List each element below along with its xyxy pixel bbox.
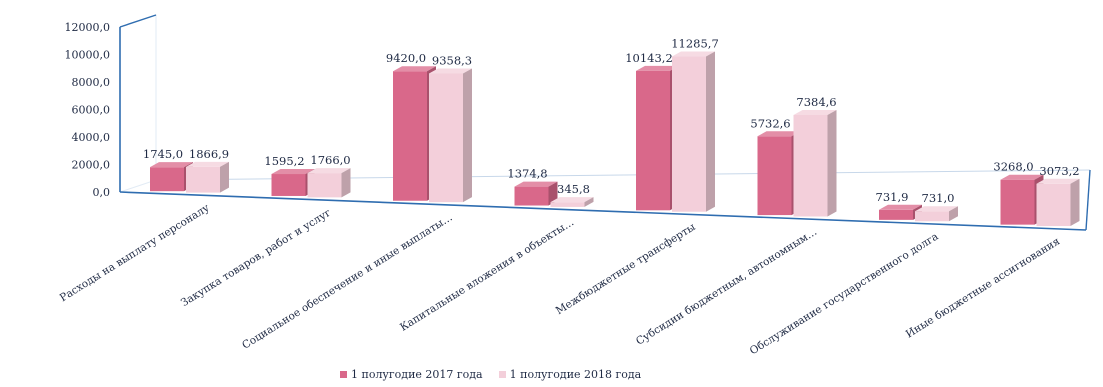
bar-side-2018-0 bbox=[220, 161, 229, 193]
data-label-2018-0: 1866,9 bbox=[189, 147, 229, 161]
data-label-2017-2: 9420,0 bbox=[386, 51, 426, 65]
bar-top-2017-7 bbox=[1000, 174, 1044, 180]
data-label-2017-3: 1374,8 bbox=[507, 167, 547, 181]
bar-2018-6 bbox=[915, 211, 949, 222]
bar-side-2018-4 bbox=[706, 51, 715, 212]
bar-top-2017-0 bbox=[150, 162, 193, 168]
y-tick-label: 10000,0 bbox=[65, 49, 111, 62]
bar-top-2017-6 bbox=[879, 204, 922, 210]
category-label: Социальное обеспечение и иные выплаты… bbox=[240, 211, 454, 351]
bar-top-2018-4 bbox=[672, 51, 715, 57]
data-label-2017-6: 731,9 bbox=[876, 190, 909, 204]
bar-chart-3d: 0,0 2000,0 4000,0 6000,0 8000,0 10000,0 12000,… bbox=[58, 14, 1091, 357]
data-label-2018-6: 731,0 bbox=[922, 191, 955, 205]
data-label-2018-1: 1766,0 bbox=[310, 153, 350, 167]
y-tick-label: 0,0 bbox=[93, 186, 111, 199]
bar-2018-3 bbox=[550, 202, 585, 207]
category-label: Закупка товаров, работ и услуг bbox=[179, 206, 333, 309]
bar-top-2018-3 bbox=[550, 197, 594, 203]
bar-side-2018-7 bbox=[1070, 178, 1080, 227]
bar-2018-0 bbox=[186, 166, 220, 193]
legend: 1 полугодие 2017 года 1 полугодие 2018 г… bbox=[340, 368, 641, 381]
bar-top-2017-5 bbox=[757, 131, 801, 137]
bar-2017-2 bbox=[393, 71, 427, 201]
bar-top-2017-1 bbox=[271, 169, 315, 175]
bar-top-2017-2 bbox=[393, 66, 436, 72]
data-label-2018-4: 11285,7 bbox=[671, 37, 719, 51]
bar-top-2018-7 bbox=[1036, 178, 1080, 184]
legend-item-2018: 1 полугодие 2018 года bbox=[498, 368, 642, 381]
data-label-2018-5: 7384,6 bbox=[796, 95, 836, 109]
bar-2017-0 bbox=[150, 167, 184, 192]
bar-side-2018-3 bbox=[584, 197, 594, 207]
category-label: Иные бюджетные ассигнования bbox=[904, 235, 1063, 340]
category-label: Межбюджетные трансферты bbox=[554, 221, 698, 317]
y-tick-label: 12000,0 bbox=[65, 21, 111, 34]
side-wall bbox=[119, 14, 157, 193]
floor-right-edge bbox=[1085, 169, 1091, 231]
bar-side-2018-2 bbox=[463, 68, 472, 203]
data-label-2018-2: 9358,3 bbox=[432, 53, 472, 67]
data-label-2018-7: 3073,2 bbox=[1039, 164, 1079, 178]
bar-2018-7 bbox=[1036, 183, 1071, 227]
y-tick-label: 4000,0 bbox=[72, 131, 111, 144]
legend-label-2018: 1 полугодие 2018 года bbox=[509, 368, 642, 381]
data-label-2017-5: 5732,6 bbox=[750, 116, 790, 130]
bar-2017-5 bbox=[757, 136, 792, 216]
bar-2018-5 bbox=[793, 114, 828, 217]
bar-2018-4 bbox=[672, 56, 706, 212]
bar-side-2018-6 bbox=[949, 206, 958, 222]
y-axis-top-edge bbox=[119, 14, 157, 28]
bar-top-2017-4 bbox=[636, 65, 679, 71]
bar-top-2018-0 bbox=[186, 161, 229, 167]
bar-2018-1 bbox=[307, 173, 342, 198]
bar-top-2017-3 bbox=[514, 181, 558, 187]
bar-2017-3 bbox=[514, 186, 549, 206]
bar-2017-4 bbox=[636, 70, 670, 211]
data-label-2018-3: 345,8 bbox=[557, 182, 590, 196]
bar-2017-6 bbox=[879, 209, 913, 220]
y-tick-label: 6000,0 bbox=[72, 104, 111, 117]
bar-2017-7 bbox=[1000, 179, 1035, 225]
bar-top-2018-1 bbox=[307, 168, 351, 174]
bar-2018-2 bbox=[429, 73, 463, 203]
data-label-2017-1: 1595,2 bbox=[264, 154, 304, 168]
bar-side-2018-5 bbox=[827, 109, 837, 217]
legend-label-2017: 1 полугодие 2017 года bbox=[351, 368, 483, 381]
bar-top-2018-2 bbox=[429, 68, 472, 74]
legend-swatch-2017 bbox=[340, 371, 347, 378]
bar-side-2018-1 bbox=[341, 168, 351, 198]
data-label-2017-4: 10143,2 bbox=[625, 51, 673, 65]
x-axis-line bbox=[119, 191, 1087, 231]
bar-top-2018-5 bbox=[793, 109, 837, 115]
legend-item-2017: 1 полугодие 2017 года bbox=[340, 368, 483, 381]
bar-2017-1 bbox=[271, 174, 306, 196]
y-tick-label: 2000,0 bbox=[72, 159, 111, 172]
legend-swatch-2018 bbox=[498, 371, 506, 378]
data-label-2017-7: 3268,0 bbox=[993, 160, 1033, 174]
y-tick-label: 8000,0 bbox=[72, 76, 111, 89]
category-label: Расходы на выплату персоналу bbox=[58, 201, 213, 304]
data-label-2017-0: 1745,0 bbox=[143, 147, 183, 161]
bar-top-2018-6 bbox=[915, 206, 958, 212]
